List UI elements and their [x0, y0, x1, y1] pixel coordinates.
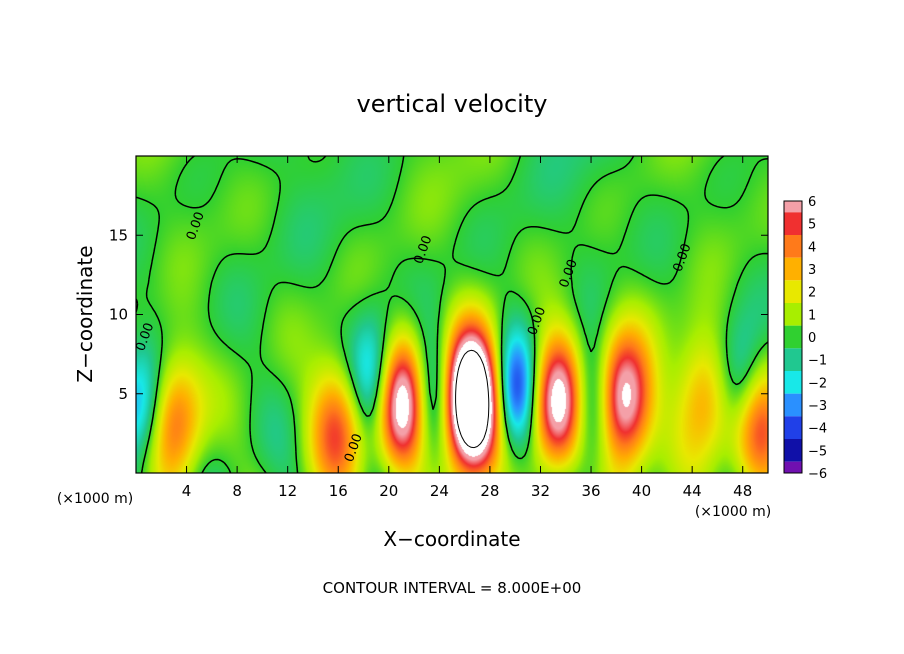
colorbar-tick-label: −1	[808, 354, 827, 369]
colorbar-tick-label: −5	[808, 444, 827, 459]
x-tick-label: 36	[581, 482, 600, 500]
x-units-left: (×1000 m)	[57, 491, 133, 507]
x-tick-label: 32	[531, 482, 550, 500]
colorbar-tick-label: −6	[808, 467, 827, 482]
colorbar-swatch	[784, 280, 802, 303]
colorbar-tick-label: 4	[808, 240, 816, 255]
x-tick-label: 8	[232, 482, 242, 500]
colorbar-swatch	[784, 416, 802, 439]
colorbar-tick-label: 0	[808, 331, 816, 346]
colorbar-swatch	[784, 461, 802, 473]
colorbar-tick-label: 3	[808, 263, 816, 278]
contour-interval-note: CONTOUR INTERVAL = 8.000E+00	[323, 579, 582, 597]
colorbar-tick-label: −2	[808, 376, 827, 391]
x-units-right: (×1000 m)	[695, 504, 771, 520]
x-tick-label: 24	[430, 482, 449, 500]
chart-title: vertical velocity	[357, 90, 548, 118]
colorbar-swatch	[784, 371, 802, 394]
x-tick-label: 20	[379, 482, 398, 500]
colorbar-frame	[783, 200, 803, 474]
contour-line	[455, 349, 490, 449]
colorbar: 6 5 4 3 2 1 0 −1 −2 −3 −4 −5 −6	[783, 195, 827, 482]
contour-lines	[136, 156, 768, 473]
y-axis-label: Z−coordinate	[73, 245, 97, 382]
colorbar-swatch	[784, 303, 802, 326]
colorbar-swatch	[784, 325, 802, 349]
colorbar-tick-label: 2	[808, 286, 816, 301]
x-tick-label: 12	[278, 482, 297, 500]
x-axis-label: X−coordinate	[383, 527, 520, 551]
heatmap-foreign	[136, 156, 768, 473]
colorbar-tick-label: 5	[808, 218, 816, 233]
colorbar-swatch	[784, 439, 802, 462]
colorbar-swatch	[784, 348, 802, 371]
heatmap-canvas	[136, 156, 768, 473]
x-tick-label: 40	[632, 482, 651, 500]
colorbar-swatch	[784, 212, 802, 235]
colorbar-swatch	[784, 235, 802, 258]
colorbar-swatch	[784, 201, 802, 213]
x-tick-label: 16	[329, 482, 348, 500]
x-tick-label: 48	[733, 482, 752, 500]
x-tick-label: 4	[182, 482, 192, 500]
y-tick-label: 15	[109, 226, 128, 244]
x-tick-label: 44	[683, 482, 702, 500]
colorbar-tick-label: −4	[808, 422, 827, 437]
colorbar-tick-label: 1	[808, 308, 816, 323]
plot-area: 0.000.000.000.000.00 0.000.00	[133, 155, 769, 474]
colorbar-tick-label: 6	[808, 195, 816, 210]
x-tick-label: 28	[480, 482, 499, 500]
colorbar-swatch	[784, 393, 802, 417]
contour-line	[136, 156, 768, 473]
colorbar-swatch	[784, 257, 802, 281]
colorbar-tick-label: −3	[808, 399, 827, 414]
x-axis-ticks: 4 8 12 16 20 24 28 32 36 40 44 48	[182, 156, 752, 500]
y-tick-label: 5	[118, 385, 128, 403]
y-axis-ticks: 5 10 15	[109, 226, 768, 403]
y-tick-label: 10	[109, 306, 128, 324]
